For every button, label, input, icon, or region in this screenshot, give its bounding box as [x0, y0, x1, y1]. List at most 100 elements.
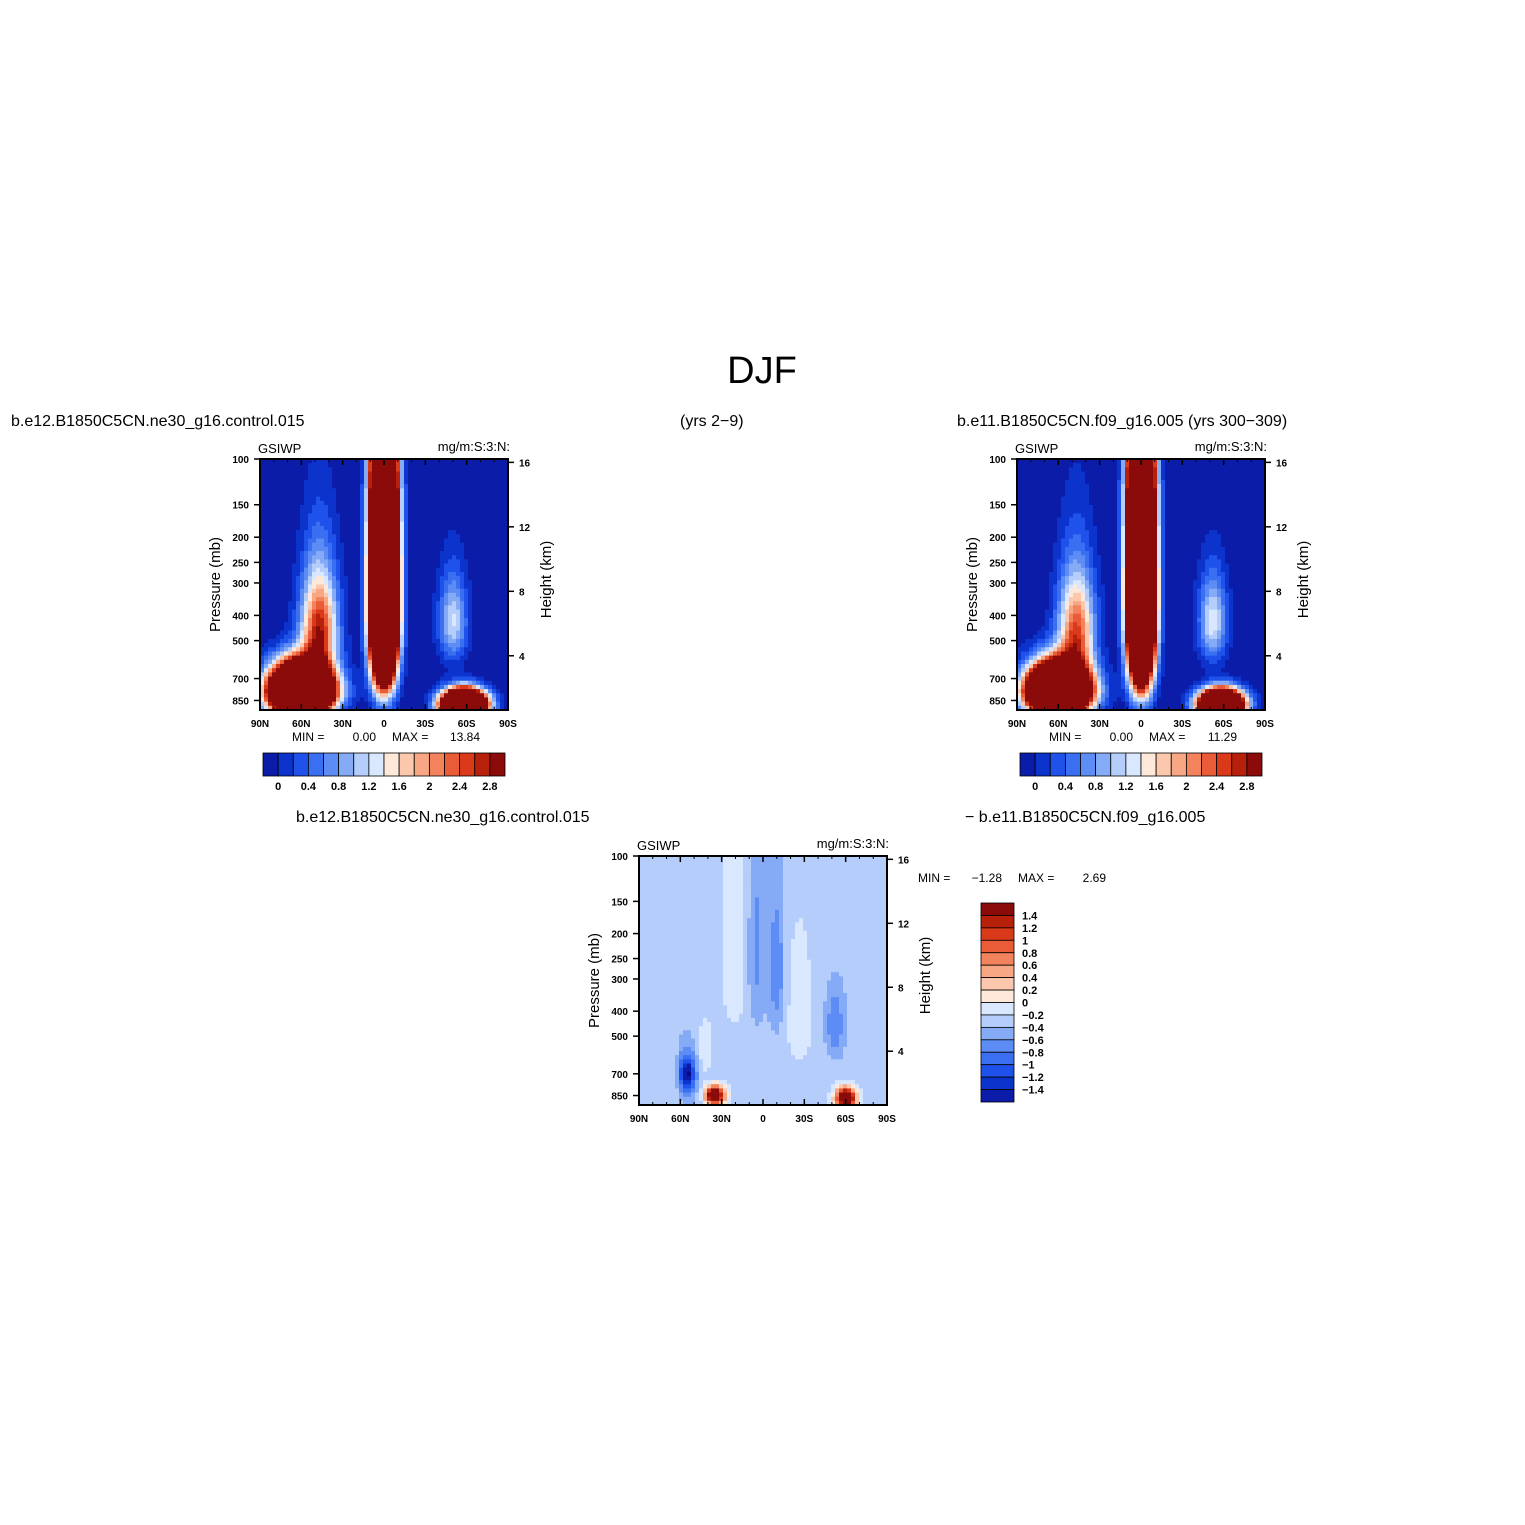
heatmap-cell [1089, 567, 1094, 573]
caption-bottom-left: b.e12.B1850C5CN.ne30_g16.control.015 [296, 809, 590, 826]
heatmap-cell [1045, 622, 1050, 627]
heatmap-cell [344, 542, 349, 548]
heatmap-cell [420, 647, 425, 653]
heatmap-cell [440, 538, 445, 544]
heatmap-cell [288, 521, 293, 527]
heatmap-cell [324, 613, 329, 619]
heatmap-cell [276, 622, 281, 627]
heatmap-cell [308, 672, 313, 678]
heatmap-cell [344, 680, 349, 686]
heatmap-cell [464, 588, 469, 594]
heatmap-cell [464, 559, 469, 565]
heatmap-cell [404, 484, 409, 489]
heatmap-cell [456, 492, 461, 498]
heatmap-cell [1021, 471, 1026, 477]
heatmap-cell [316, 601, 321, 607]
heatmap-cell [1057, 626, 1062, 632]
heatmap-cell [468, 663, 473, 669]
heatmap-cell [1057, 643, 1062, 648]
heatmap-cell [464, 617, 469, 623]
heatmap-cell [1045, 592, 1050, 598]
heatmap-cell [488, 509, 493, 514]
heatmap-cell [432, 601, 437, 607]
heatmap-cell [332, 684, 337, 690]
heatmap-cell [380, 471, 385, 477]
heatmap-cell [360, 496, 365, 502]
heatmap-cell [368, 555, 373, 560]
heatmap-cell [456, 555, 461, 560]
heatmap-cell [496, 542, 501, 548]
heatmap-cell [272, 634, 277, 640]
heatmap-cell [1029, 592, 1034, 598]
heatmap-cell [1025, 684, 1030, 690]
heatmap-cell [1081, 513, 1086, 519]
heatmap-cell [492, 622, 497, 627]
heatmap-cell [488, 597, 493, 602]
heatmap-cell [1021, 630, 1026, 636]
heatmap-cell [380, 638, 385, 644]
heatmap-cell [480, 613, 485, 619]
heatmap-cell [356, 496, 361, 502]
heatmap-cell [304, 597, 309, 602]
heatmap-cell [376, 459, 381, 464]
heatmap-cell [280, 659, 285, 665]
heatmap-cell [268, 672, 273, 678]
heatmap-cell [484, 592, 489, 598]
heatmap-cell [360, 521, 365, 527]
heatmap-cell [488, 484, 493, 489]
heatmap-cell [380, 484, 385, 489]
heatmap-cell [332, 459, 337, 464]
heatmap-cell [372, 609, 377, 615]
heatmap-cell [464, 592, 469, 598]
heatmap-cell [296, 684, 301, 690]
heatmap-cell [468, 592, 473, 598]
heatmap-cell [1041, 617, 1046, 623]
heatmap-cell [324, 576, 329, 581]
heatmap-cell [400, 538, 405, 544]
heatmap-cell [428, 546, 433, 552]
heatmap-cell [328, 684, 333, 690]
heatmap-cell [1025, 463, 1030, 468]
heatmap-cell [500, 580, 505, 586]
heatmap-cell [432, 588, 437, 594]
heatmap-cell [424, 647, 429, 653]
heatmap-cell [1093, 475, 1098, 481]
heatmap-cell [1017, 576, 1022, 581]
heatmap-cell [368, 496, 373, 502]
heatmap-cell [344, 626, 349, 632]
heatmap-cell [1069, 551, 1074, 556]
heatmap-cell [308, 467, 313, 473]
heatmap-cell [300, 576, 305, 581]
heatmap-cell [368, 659, 373, 665]
heatmap-cell [452, 546, 457, 552]
heatmap-cell [384, 617, 389, 623]
heatmap-cell [492, 693, 497, 699]
heatmap-cell [1029, 676, 1034, 682]
heatmap-cell [304, 617, 309, 623]
heatmap-cell [1037, 567, 1042, 573]
heatmap-cell [392, 559, 397, 565]
heatmap-cell [432, 613, 437, 619]
heatmap-cell [344, 617, 349, 623]
heatmap-cell [1041, 684, 1046, 690]
heatmap-cell [396, 626, 401, 632]
heatmap-cell [1049, 551, 1054, 556]
heatmap-cell [336, 546, 341, 552]
heatmap-cell [1069, 563, 1074, 569]
heatmap-cell [496, 647, 501, 653]
y-tick-label: 500 [232, 637, 249, 648]
heatmap-cell [1029, 551, 1034, 556]
heatmap-cell [356, 705, 361, 711]
heatmap-cell [304, 659, 309, 665]
heatmap-cell [304, 509, 309, 514]
heatmap-cell [500, 475, 505, 481]
heatmap-cell [1049, 659, 1054, 665]
heatmap-cell [448, 668, 453, 673]
heatmap-cell [348, 643, 353, 648]
heatmap-cell [376, 643, 381, 648]
heatmap-cell [1049, 513, 1054, 519]
heatmap-cell [324, 651, 329, 657]
heatmap-cell [384, 705, 389, 711]
heatmap-cell [492, 668, 497, 673]
heatmap-cell [300, 563, 305, 569]
